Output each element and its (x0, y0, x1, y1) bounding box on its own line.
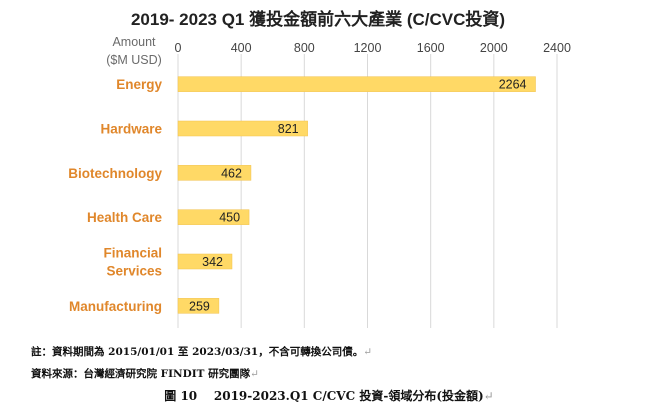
figure-caption: 圖 10 2019-2023.Q1 C/CVC 投資-領域分布(投金額)↵ (164, 389, 494, 403)
category-label: Energy (116, 77, 162, 92)
x-tick-label: 1200 (354, 41, 382, 55)
x-tick-label: 2400 (543, 41, 571, 55)
footnote: 註：資料期間為 2015/01/01 至 2023/03/31，不含可轉換公司債… (31, 346, 373, 358)
category-label: Financial (103, 246, 162, 261)
figure-caption-text: 2019-2023.Q1 C/CVC 投資-領域分布(投金額) (213, 389, 484, 403)
unit-label-line: Amount (112, 35, 156, 49)
value-label: 259 (189, 299, 210, 313)
value-labels: 2264 821 462 450 342 259 (189, 78, 527, 314)
bar (177, 120, 308, 137)
category-label: Health Care (87, 210, 163, 225)
figure-number: 圖 10 (164, 389, 198, 403)
bar (177, 209, 250, 225)
bar (177, 165, 252, 181)
category-label: Manufacturing (69, 299, 162, 314)
x-axis-ticks: 0 400 800 1200 1600 2000 2400 (175, 41, 571, 55)
bars (177, 76, 536, 314)
value-label: 2264 (499, 78, 527, 92)
bar (177, 298, 220, 314)
category-label: Biotechnology (68, 166, 162, 181)
x-tick-label: 2000 (480, 41, 508, 55)
unit-label-line: ($M USD) (106, 53, 162, 67)
value-label: 462 (221, 166, 242, 180)
grid-lines (177, 54, 558, 328)
x-tick-label: 400 (231, 41, 252, 55)
unit-label: Amount ($M USD) (106, 35, 162, 67)
x-tick-label: 0 (175, 41, 182, 55)
source-note: 資料來源：台灣經濟研究院 FINDIT 研究團隊↵ (31, 368, 259, 380)
value-label: 450 (219, 211, 240, 225)
value-label: 821 (278, 122, 299, 136)
category-labels: Energy Hardware Biotechnology Health Care Fi… (68, 77, 162, 314)
x-tick-label: 1600 (417, 41, 445, 55)
value-label: 342 (202, 255, 223, 269)
bar (177, 253, 233, 270)
x-tick-label: 800 (294, 41, 315, 55)
category-label: Services (106, 264, 162, 279)
category-label: Hardware (100, 122, 162, 137)
bar (177, 76, 536, 92)
chart-title: 2019- 2023 Q1 獲投金額前六大產業 (C/CVC投資) (131, 9, 505, 29)
bar-chart: 2019- 2023 Q1 獲投金額前六大產業 (C/CVC投資) Amount… (68, 9, 571, 328)
